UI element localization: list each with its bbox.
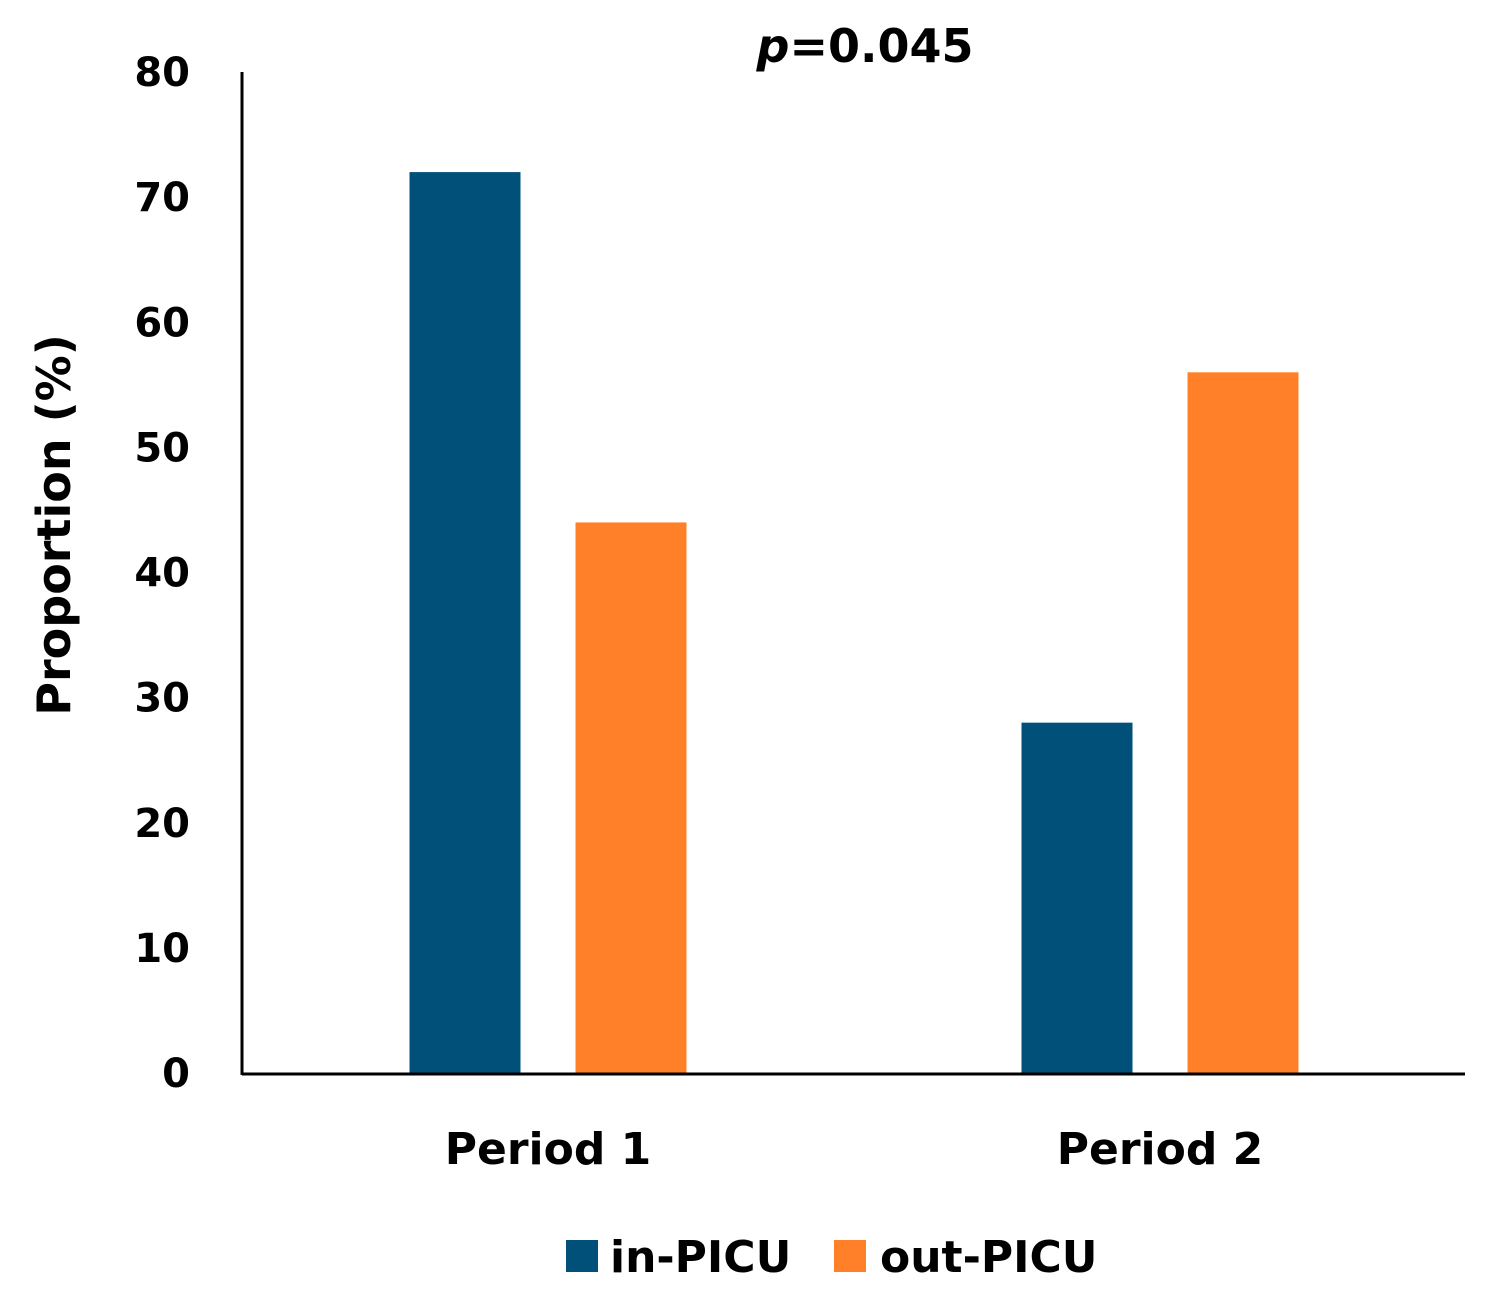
y-tick-label-20: 20 [134, 801, 190, 847]
x-tick-label-period-2: Period 2 [1057, 1124, 1264, 1175]
y-tick-label-0: 0 [162, 1051, 190, 1097]
y-tick-label-10: 10 [134, 926, 190, 972]
y-axis-title: Proportion (%) [27, 334, 81, 715]
y-tick-label-50: 50 [134, 425, 190, 471]
bar-in-picu-period-2 [1021, 722, 1133, 1073]
legend-swatch-out-picu [834, 1240, 866, 1272]
x-tick-label-period-1: Period 1 [445, 1124, 652, 1175]
p-value-annotation: p=0.045 [756, 19, 974, 73]
p-symbol: p [756, 19, 790, 73]
y-tick-label-40: 40 [134, 551, 190, 597]
legend-label-out-picu: out-PICU [880, 1232, 1098, 1283]
y-tick-label-70: 70 [134, 175, 190, 221]
legend-swatch-in-picu [566, 1240, 598, 1272]
bars [409, 172, 1299, 1074]
y-tick-label-30: 30 [134, 676, 190, 722]
legend-label-in-picu: in-PICU [610, 1232, 791, 1283]
x-tick-labels: Period 1 Period 2 [445, 1124, 1264, 1175]
y-tick-label-60: 60 [134, 300, 190, 346]
bar-out-picu-period-2 [1187, 372, 1299, 1073]
y-tick-label-80: 80 [134, 50, 190, 96]
bar-out-picu-period-1 [575, 522, 687, 1073]
p-value: =0.045 [789, 19, 973, 73]
legend: in-PICU out-PICU [566, 1232, 1098, 1283]
bar-in-picu-period-1 [409, 172, 521, 1074]
y-tick-labels: 0 10 20 30 40 50 60 70 80 [134, 50, 190, 1097]
